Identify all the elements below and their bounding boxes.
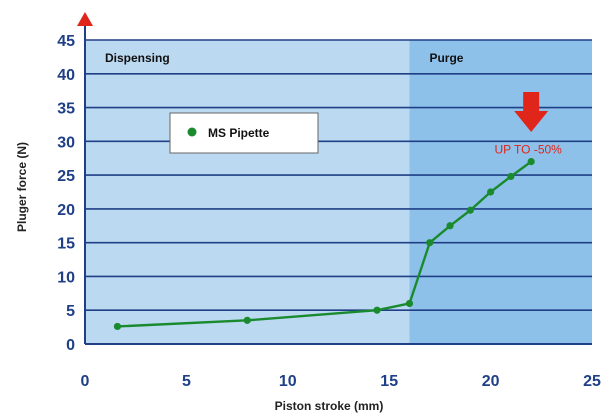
y-tick-label: 30 [57, 134, 75, 151]
data-point [527, 158, 535, 166]
y-tick-label: 5 [66, 303, 75, 320]
series-group [113, 158, 535, 331]
data-point [487, 188, 495, 196]
region-label-purge: Purge [429, 51, 463, 65]
region-background-purge [409, 40, 592, 344]
y-tick-label: 45 [57, 33, 75, 50]
down-arrow-icon [514, 92, 549, 132]
x-tick-label: 5 [182, 373, 191, 390]
data-point [243, 316, 251, 324]
y-tick-label: 25 [57, 168, 75, 185]
data-point [373, 306, 381, 314]
data-point [426, 239, 434, 247]
legend-label: MS Pipette [208, 126, 270, 140]
x-tick-label: 20 [482, 373, 500, 390]
y-axis-title: Pluger force (N) [15, 142, 29, 232]
x-tick-label: 25 [583, 373, 601, 390]
y-tick-label: 0 [66, 337, 75, 354]
y-tick-label: 20 [57, 202, 75, 219]
region-background-dispensing [85, 40, 410, 344]
legend-marker [187, 127, 197, 137]
y-tick-label: 10 [57, 269, 75, 286]
axes [77, 12, 592, 345]
x-axis-title: Piston stroke (mm) [275, 399, 384, 413]
y-axis-arrowhead [77, 12, 93, 26]
x-tick-label: 0 [81, 373, 90, 390]
y-tick-label: 15 [57, 236, 75, 253]
data-point [507, 172, 515, 181]
y-tick-label: 35 [57, 101, 75, 118]
y-tick-labels: 0 5 10 15 20 25 30 35 40 45 [57, 33, 75, 354]
x-tick-label: 15 [380, 373, 398, 390]
annotation-label: UP TO -50% [494, 143, 562, 157]
region-label-dispensing: Dispensing [105, 51, 170, 65]
data-point [113, 322, 122, 331]
data-point [466, 206, 474, 214]
annotation-group: UP TO -50% [494, 92, 562, 157]
legend: MS Pipette [169, 112, 319, 154]
region-labels: Dispensing Purge [105, 51, 464, 65]
x-tick-labels: 0 5 10 15 20 25 [81, 373, 601, 390]
y-tick-label: 40 [57, 67, 75, 84]
plot-background [85, 40, 592, 344]
data-point [446, 222, 454, 230]
data-point [405, 299, 414, 308]
x-tick-label: 10 [279, 373, 297, 390]
series-line [117, 160, 532, 328]
